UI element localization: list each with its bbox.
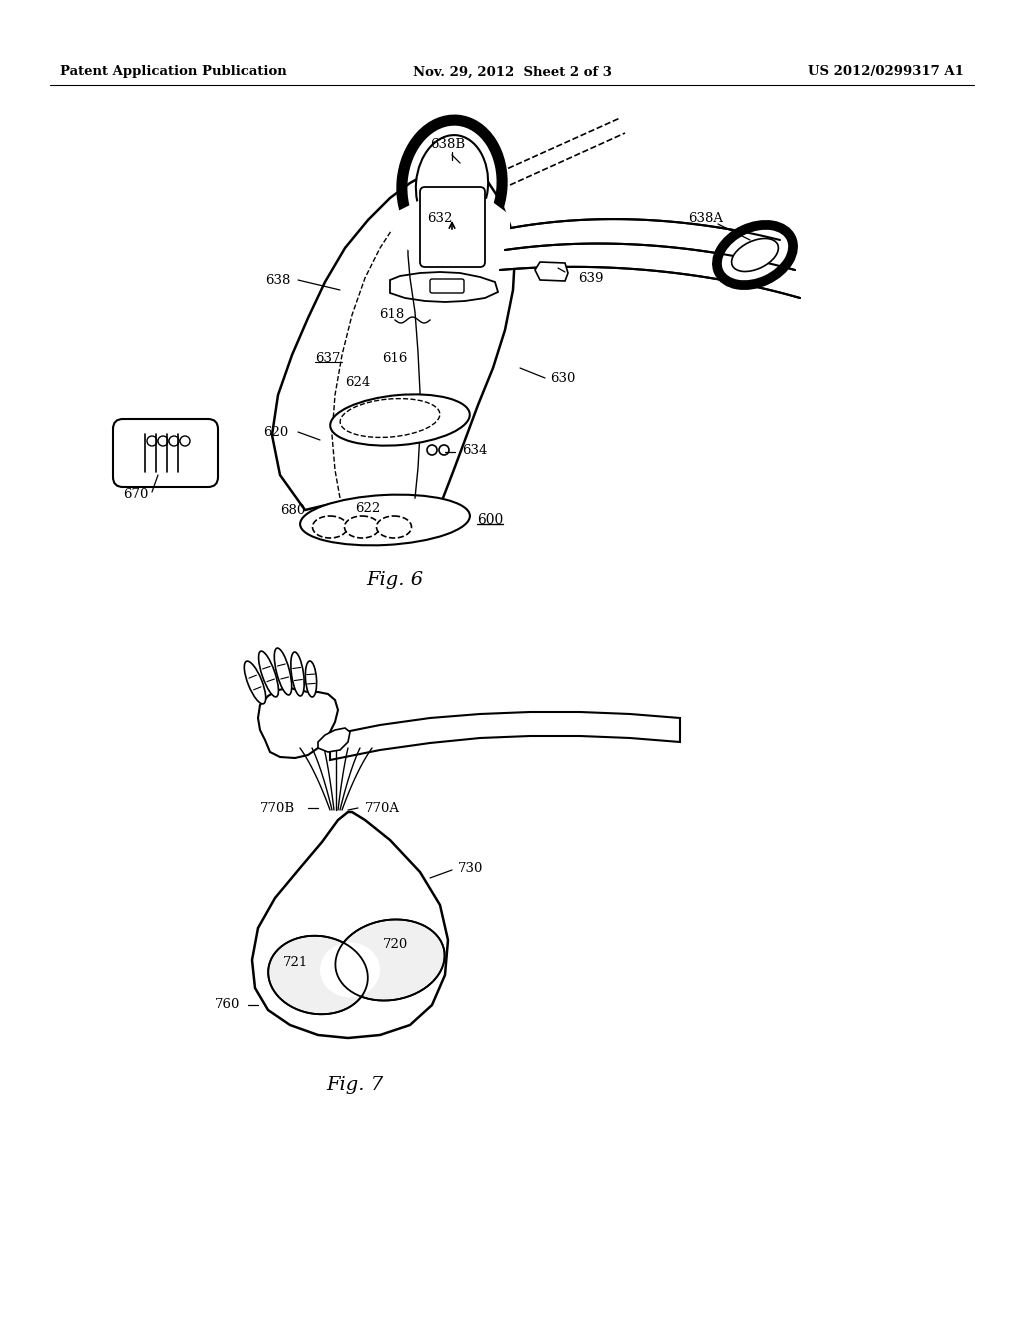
Text: 730: 730 xyxy=(458,862,483,874)
Polygon shape xyxy=(390,272,498,302)
Ellipse shape xyxy=(344,516,380,539)
Polygon shape xyxy=(500,219,800,298)
Text: 639: 639 xyxy=(578,272,603,285)
Polygon shape xyxy=(272,166,515,528)
Ellipse shape xyxy=(717,224,793,285)
Ellipse shape xyxy=(336,920,444,1001)
Text: 638A: 638A xyxy=(688,211,723,224)
Text: 770A: 770A xyxy=(365,801,400,814)
FancyBboxPatch shape xyxy=(420,187,485,267)
FancyBboxPatch shape xyxy=(430,279,464,293)
Ellipse shape xyxy=(416,135,488,235)
Text: 637: 637 xyxy=(315,351,341,364)
Text: 680: 680 xyxy=(280,503,305,516)
Text: 670: 670 xyxy=(123,488,148,502)
Ellipse shape xyxy=(305,661,316,697)
Text: 632: 632 xyxy=(427,211,453,224)
Text: 616: 616 xyxy=(382,351,408,364)
Text: 620: 620 xyxy=(263,425,288,438)
Circle shape xyxy=(427,445,437,455)
Text: 760: 760 xyxy=(215,998,240,1011)
FancyBboxPatch shape xyxy=(113,418,218,487)
Text: Patent Application Publication: Patent Application Publication xyxy=(60,66,287,78)
Polygon shape xyxy=(318,729,350,752)
Text: 634: 634 xyxy=(462,444,487,457)
Text: Fig. 7: Fig. 7 xyxy=(327,1076,384,1094)
Text: 622: 622 xyxy=(355,502,380,515)
Text: 720: 720 xyxy=(382,939,408,952)
Text: 618: 618 xyxy=(379,309,404,322)
Ellipse shape xyxy=(377,516,412,539)
Ellipse shape xyxy=(312,516,347,539)
Text: 624: 624 xyxy=(345,375,371,388)
Text: 638B: 638B xyxy=(430,139,465,152)
Polygon shape xyxy=(252,812,449,1038)
Text: US 2012/0299317 A1: US 2012/0299317 A1 xyxy=(808,66,964,78)
Text: Nov. 29, 2012  Sheet 2 of 3: Nov. 29, 2012 Sheet 2 of 3 xyxy=(413,66,611,78)
Ellipse shape xyxy=(259,651,279,697)
Text: 638: 638 xyxy=(264,273,290,286)
Circle shape xyxy=(439,445,449,455)
Text: 600: 600 xyxy=(477,513,503,527)
Text: 721: 721 xyxy=(283,956,307,969)
Ellipse shape xyxy=(291,652,304,696)
Text: 770B: 770B xyxy=(260,801,295,814)
Ellipse shape xyxy=(731,239,778,272)
Ellipse shape xyxy=(300,495,470,545)
Ellipse shape xyxy=(274,648,292,694)
Polygon shape xyxy=(330,711,680,760)
Text: Fig. 6: Fig. 6 xyxy=(367,572,424,589)
Polygon shape xyxy=(258,688,338,758)
Ellipse shape xyxy=(330,395,470,446)
Ellipse shape xyxy=(319,942,380,998)
Text: 630: 630 xyxy=(550,371,575,384)
Ellipse shape xyxy=(397,218,507,257)
Ellipse shape xyxy=(268,936,368,1014)
Ellipse shape xyxy=(245,661,265,704)
Polygon shape xyxy=(535,261,568,281)
Polygon shape xyxy=(390,191,510,238)
